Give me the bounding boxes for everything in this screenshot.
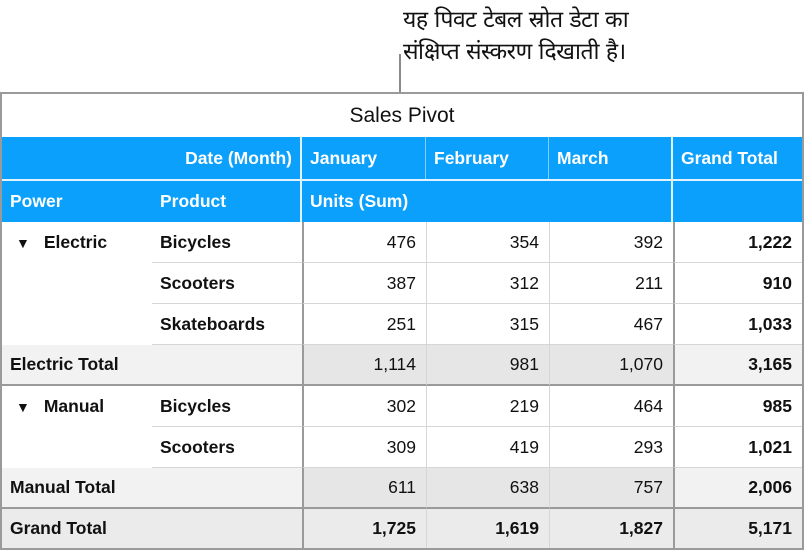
grand-total-value[interactable]: 1,725 — [302, 509, 426, 548]
value-cell[interactable]: 293 — [549, 427, 673, 468]
callout-line-1: यह पिवट टेबल स्रोत डेटा का — [403, 7, 629, 33]
grand-total-total[interactable]: 5,171 — [673, 509, 802, 548]
table-row: Scooters 309 419 293 1,021 — [2, 427, 802, 468]
header-total-empty[interactable] — [673, 181, 802, 222]
subtotal-empty[interactable] — [152, 345, 302, 386]
group-spacer — [2, 427, 152, 468]
row-total-cell[interactable]: 910 — [673, 263, 802, 304]
value-cell[interactable]: 312 — [426, 263, 549, 304]
table-title[interactable]: Sales Pivot — [349, 103, 455, 127]
subtotal-row-electric: Electric Total 1,114 981 1,070 3,165 — [2, 345, 802, 386]
group-label: Electric — [43, 232, 108, 252]
callout-leader-line — [399, 54, 401, 93]
table-row: Skateboards 251 315 467 1,033 — [2, 304, 802, 345]
grand-total-row: Grand Total 1,725 1,619 1,827 5,171 — [2, 509, 802, 548]
header-february[interactable]: February — [426, 137, 549, 179]
header-product[interactable]: Product — [152, 181, 302, 222]
subtotal-value[interactable]: 981 — [426, 345, 549, 386]
subtotal-value[interactable]: 757 — [549, 468, 673, 509]
product-cell[interactable]: Scooters — [152, 263, 302, 304]
row-total-cell[interactable]: 1,033 — [673, 304, 802, 345]
header-grand-total[interactable]: Grand Total — [681, 147, 778, 168]
grand-total-value[interactable]: 1,827 — [549, 509, 673, 548]
subtotal-value[interactable]: 611 — [302, 468, 426, 509]
row-total-cell[interactable]: 985 — [673, 386, 802, 427]
value-cell[interactable]: 302 — [302, 386, 426, 427]
header-divider — [2, 179, 802, 181]
header-march[interactable]: March — [549, 137, 673, 179]
row-total-cell[interactable]: 1,021 — [673, 427, 802, 468]
group-spacer — [2, 263, 152, 304]
table-row: ▼ Manual Bicycles 302 219 464 985 — [2, 386, 802, 427]
header-units-sum[interactable]: Units (Sum) — [302, 181, 673, 222]
value-cell[interactable]: 251 — [302, 304, 426, 345]
value-cell[interactable]: 464 — [549, 386, 673, 427]
group-manual[interactable]: ▼ Manual — [2, 386, 152, 427]
pivot-table[interactable]: Sales Pivot Date (Month) January Februar… — [0, 92, 804, 550]
triangle-down-icon[interactable]: ▼ — [16, 398, 30, 415]
product-cell[interactable]: Bicycles — [152, 386, 302, 427]
subtotal-total[interactable]: 3,165 — [673, 345, 802, 386]
product-cell[interactable]: Scooters — [152, 427, 302, 468]
table-row: Scooters 387 312 211 910 — [2, 263, 802, 304]
header-power[interactable]: Power — [10, 191, 63, 211]
subtotal-value[interactable]: 638 — [426, 468, 549, 509]
header-january[interactable]: January — [302, 137, 426, 179]
group-spacer — [2, 304, 152, 345]
product-cell[interactable]: Bicycles — [152, 222, 302, 263]
value-cell[interactable]: 309 — [302, 427, 426, 468]
value-cell[interactable]: 392 — [549, 222, 673, 263]
grand-total-empty[interactable] — [152, 509, 302, 548]
header-row-columns: Date (Month) January February March Gran… — [2, 137, 802, 179]
callout-annotation: यह पिवट टेबल स्रोत डेटा का संक्षिप्त संस… — [403, 4, 803, 68]
grand-total-label[interactable]: Grand Total — [2, 509, 152, 548]
value-cell[interactable]: 387 — [302, 263, 426, 304]
header-date-month[interactable]: Date (Month) — [152, 137, 302, 179]
value-cell[interactable]: 315 — [426, 304, 549, 345]
header-empty-cell[interactable] — [2, 137, 152, 179]
table-row: ▼ Electric Bicycles 476 354 392 1,222 — [2, 222, 802, 263]
subtotal-row-manual: Manual Total 611 638 757 2,006 — [2, 468, 802, 509]
header-row-fields: Power Product Units (Sum) — [2, 181, 802, 222]
row-total-cell[interactable]: 1,222 — [673, 222, 802, 263]
subtotal-value[interactable]: 1,114 — [302, 345, 426, 386]
triangle-down-icon[interactable]: ▼ — [16, 234, 30, 251]
value-cell[interactable]: 211 — [549, 263, 673, 304]
value-cell[interactable]: 419 — [426, 427, 549, 468]
group-electric[interactable]: ▼ Electric — [2, 222, 152, 263]
subtotal-total[interactable]: 2,006 — [673, 468, 802, 509]
subtotal-label[interactable]: Manual Total — [2, 468, 152, 509]
product-cell[interactable]: Skateboards — [152, 304, 302, 345]
subtotal-label[interactable]: Electric Total — [2, 345, 152, 386]
value-cell[interactable]: 476 — [302, 222, 426, 263]
subtotal-empty[interactable] — [152, 468, 302, 509]
grand-total-value[interactable]: 1,619 — [426, 509, 549, 548]
callout-line-2: संक्षिप्त संस्करण दिखाती है। — [403, 39, 626, 65]
value-cell[interactable]: 219 — [426, 386, 549, 427]
group-label: Manual — [43, 396, 105, 416]
value-cell[interactable]: 354 — [426, 222, 549, 263]
subtotal-value[interactable]: 1,070 — [549, 345, 673, 386]
value-cell[interactable]: 467 — [549, 304, 673, 345]
